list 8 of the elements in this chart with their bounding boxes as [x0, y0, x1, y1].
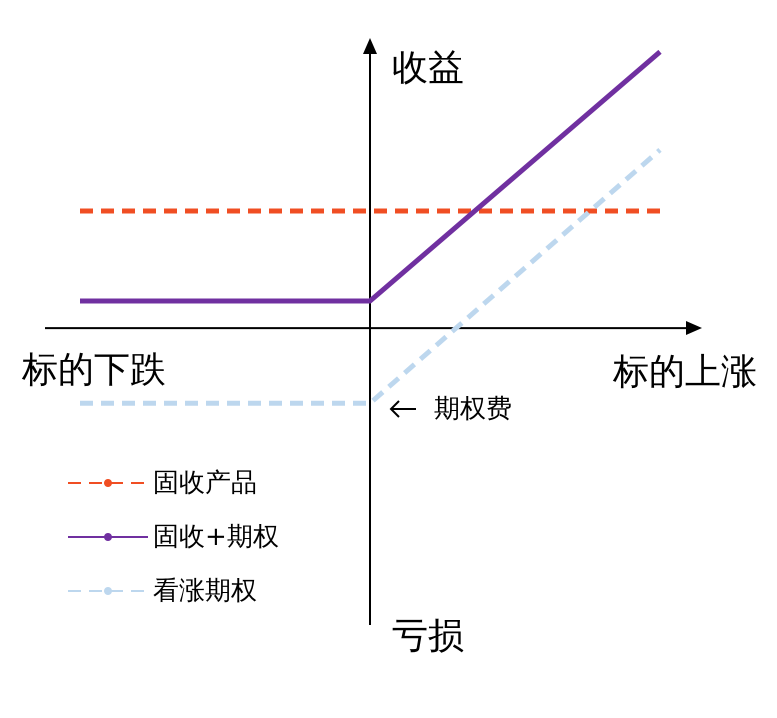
annotation: 标的下跌	[21, 350, 166, 391]
legend-label: 固收+期权	[153, 522, 279, 552]
text: 亏损	[392, 616, 464, 656]
annotation: 标的上涨	[612, 352, 757, 393]
legend-label: 看涨期权	[153, 576, 257, 606]
annotation: 期权费	[434, 394, 512, 424]
legend-label: 固收产品	[153, 468, 257, 498]
annotation: 收益	[392, 48, 464, 88]
